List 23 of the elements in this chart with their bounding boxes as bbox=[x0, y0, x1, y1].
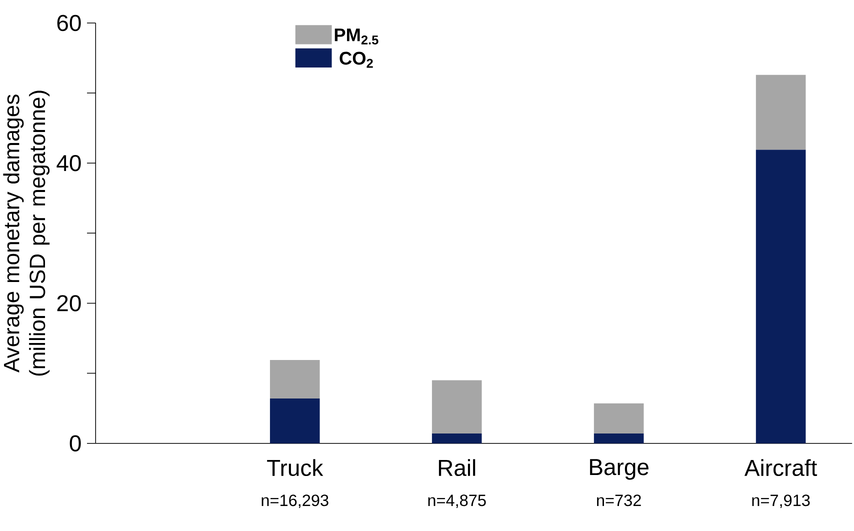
x-tick-label: Aircraft bbox=[744, 458, 818, 476]
x-tick-label: Rail bbox=[438, 458, 476, 476]
bar bbox=[756, 74, 806, 150]
text: n=4,875 bbox=[428, 494, 486, 508]
x-tick-label: Truck bbox=[267, 458, 324, 476]
text: n=732 bbox=[597, 494, 641, 506]
bar bbox=[270, 360, 320, 398]
bar bbox=[594, 433, 644, 444]
bar bbox=[270, 398, 320, 444]
legend-label: CO$_{2}$ bbox=[340, 52, 373, 68]
y-tick-label: 0 bbox=[70, 434, 81, 452]
y-tick-label: 60 bbox=[57, 14, 81, 31]
x-tick-label: Barge bbox=[590, 458, 648, 480]
legend-label: PM$_{2.5}$ bbox=[334, 28, 378, 44]
bar bbox=[432, 433, 482, 444]
y-tick-label: 20 bbox=[57, 294, 81, 312]
bar bbox=[432, 380, 482, 434]
bar bbox=[756, 150, 806, 444]
text: n=16,293 bbox=[262, 494, 328, 508]
y-axis-title: Average monetary damages (million USD per megatonne) bbox=[3, 90, 50, 376]
y-tick-label: 40 bbox=[56, 154, 81, 172]
bar bbox=[594, 403, 644, 434]
text: n=7,913 bbox=[752, 494, 810, 508]
